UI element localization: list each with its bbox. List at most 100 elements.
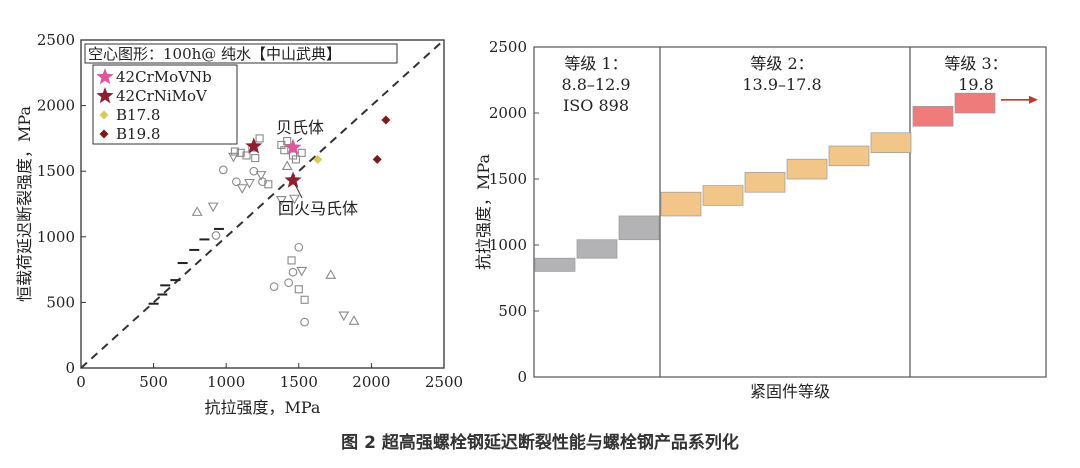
hollow-point-triangle_down — [289, 194, 300, 205]
hollow-point-triangle_down — [207, 202, 219, 213]
y-tick-label: 1000 — [489, 236, 527, 254]
hollow-point-square — [280, 146, 289, 155]
bar-grade-2 — [702, 185, 744, 206]
hollow-point-square — [288, 151, 298, 160]
hollow-point-square — [294, 285, 303, 294]
region-label-1: ISO 898 — [563, 96, 629, 115]
y-axis-label: 抗拉强度，MPa — [474, 154, 493, 270]
hollow-point-triangle_down — [228, 152, 239, 163]
legend-marker — [99, 110, 109, 120]
y-tick-label: 1500 — [37, 162, 75, 180]
hollow-point-square — [242, 151, 251, 160]
annotation-leader — [296, 137, 303, 142]
data-point-42CrMoVNb — [284, 138, 302, 155]
legend-title-box — [84, 43, 398, 64]
hollow-point-square — [251, 154, 260, 163]
y-tick-label: 1000 — [37, 228, 75, 246]
hollow-point-square — [230, 147, 239, 156]
y-tick-label: 2000 — [489, 104, 527, 122]
bar-grade-2 — [870, 132, 912, 153]
legend-entry-42CrNiMoV: 42CrNiMoV — [116, 87, 208, 105]
bar-grade-1 — [618, 215, 660, 241]
region-label-2: 13.9–17.8 — [742, 75, 821, 94]
hollow-point-triangle_up — [325, 269, 337, 279]
bar-grade-3 — [954, 92, 996, 114]
bar-grade-3 — [912, 106, 954, 127]
bar-grade-2 — [828, 145, 870, 167]
region-label-2: 等级 2： — [750, 54, 813, 73]
annotation-bainite: 贝氏体 — [276, 118, 324, 137]
legend-box — [92, 64, 238, 145]
y-tick-label: 0 — [65, 359, 75, 377]
legend-entry-B17.8: B17.8 — [116, 106, 160, 124]
y-tick-label: 500 — [46, 293, 75, 311]
legend-marker — [96, 87, 114, 104]
x-tick-label: 500 — [139, 373, 168, 391]
hollow-point-circle — [211, 231, 221, 240]
region-label-1: 8.8–12.9 — [561, 75, 630, 94]
hollow-point-triangle_up — [191, 206, 203, 216]
hollow-point-square — [287, 256, 296, 265]
trend-arrow-head — [1029, 95, 1038, 104]
hollow-point-square — [297, 148, 306, 157]
bar-grade-1 — [534, 257, 576, 272]
hollow-point-circle — [284, 278, 293, 288]
region-label-3: 等级 3： — [944, 54, 1007, 73]
hollow-point-triangle_down — [243, 178, 255, 189]
right-floating-bar-chart: 0 500 1000 1500 2000 2500 紧固件等级 抗拉强度，MPa 等级 1： 8.… — [474, 38, 1047, 401]
data-point-42CrNiMoV — [284, 171, 302, 188]
hollow-point-circle — [294, 242, 304, 252]
reference-line — [80, 39, 445, 369]
left-scatter-chart: 0 500 1000 1500 2000 2500 0 500 1000 1500 2000 2500… — [15, 31, 463, 417]
annotation-leader — [294, 184, 303, 199]
y-tick-label: 0 — [517, 368, 527, 386]
figure-caption: 图 2 超高强螺栓钢延迟断裂性能与螺栓钢产品系列化 — [341, 433, 739, 453]
hollow-point-circle — [218, 165, 228, 175]
y-tick-label: 2000 — [37, 97, 75, 115]
legend-entry-B19.8: B19.8 — [116, 125, 160, 143]
legend-entry-42CrMoVNb: 42CrMoVNb — [116, 68, 212, 86]
hollow-point-triangle_down — [275, 196, 287, 206]
legend-marker — [96, 68, 114, 85]
region-label-3: 19.8 — [958, 75, 994, 94]
hollow-point-triangle_down — [296, 266, 308, 277]
hollow-point-triangle_down — [255, 171, 267, 181]
hollow-point-circle — [232, 177, 241, 187]
data-point-B19.8 — [372, 154, 382, 164]
region-label-1: 等级 1： — [564, 54, 627, 73]
x-axis-label: 紧固件等级 — [750, 382, 830, 401]
plot-frame — [80, 39, 445, 369]
data-point-B19.8 — [381, 115, 391, 125]
hollow-point-square — [283, 136, 292, 146]
y-tick-label: 1500 — [489, 170, 527, 188]
legend-marker — [99, 129, 109, 139]
y-tick-label: 2500 — [489, 38, 527, 56]
hollow-point-circle — [269, 282, 279, 292]
hollow-point-triangle_up — [348, 315, 360, 325]
y-axis-label: 恒载荷延迟断裂强度，MPa — [15, 106, 34, 302]
x-axis-label: 抗拉强度，MPa — [205, 398, 321, 417]
hollow-point-circle — [300, 317, 309, 327]
x-tick-label: 0 — [76, 373, 86, 391]
plot-frame — [533, 46, 1047, 378]
hollow-point-circle — [288, 267, 298, 277]
data-point-42CrNiMoV — [245, 137, 263, 154]
bar-grade-2 — [660, 191, 702, 217]
bar-grade-2 — [786, 158, 828, 180]
hollow-point-triangle_up — [281, 160, 293, 171]
hollow-point-square — [255, 134, 264, 143]
bar-grade-2 — [744, 172, 786, 193]
legend-title: 空心图形：100h@ 纯水【中山武典】 — [88, 45, 341, 63]
hollow-point-triangle_down — [338, 311, 350, 322]
x-tick-label: 1000 — [207, 373, 245, 391]
x-tick-label: 1500 — [280, 373, 318, 391]
y-tick-label: 2500 — [37, 31, 75, 49]
bar-grade-1 — [576, 239, 618, 259]
hollow-point-triangle_down — [236, 184, 248, 194]
data-point-B17.8 — [313, 154, 323, 164]
x-tick-label: 2000 — [352, 373, 390, 391]
y-tick-label: 500 — [498, 302, 527, 320]
x-tick-label: 2500 — [425, 373, 463, 391]
annotation-martensite: 回火马氏体 — [278, 199, 358, 218]
